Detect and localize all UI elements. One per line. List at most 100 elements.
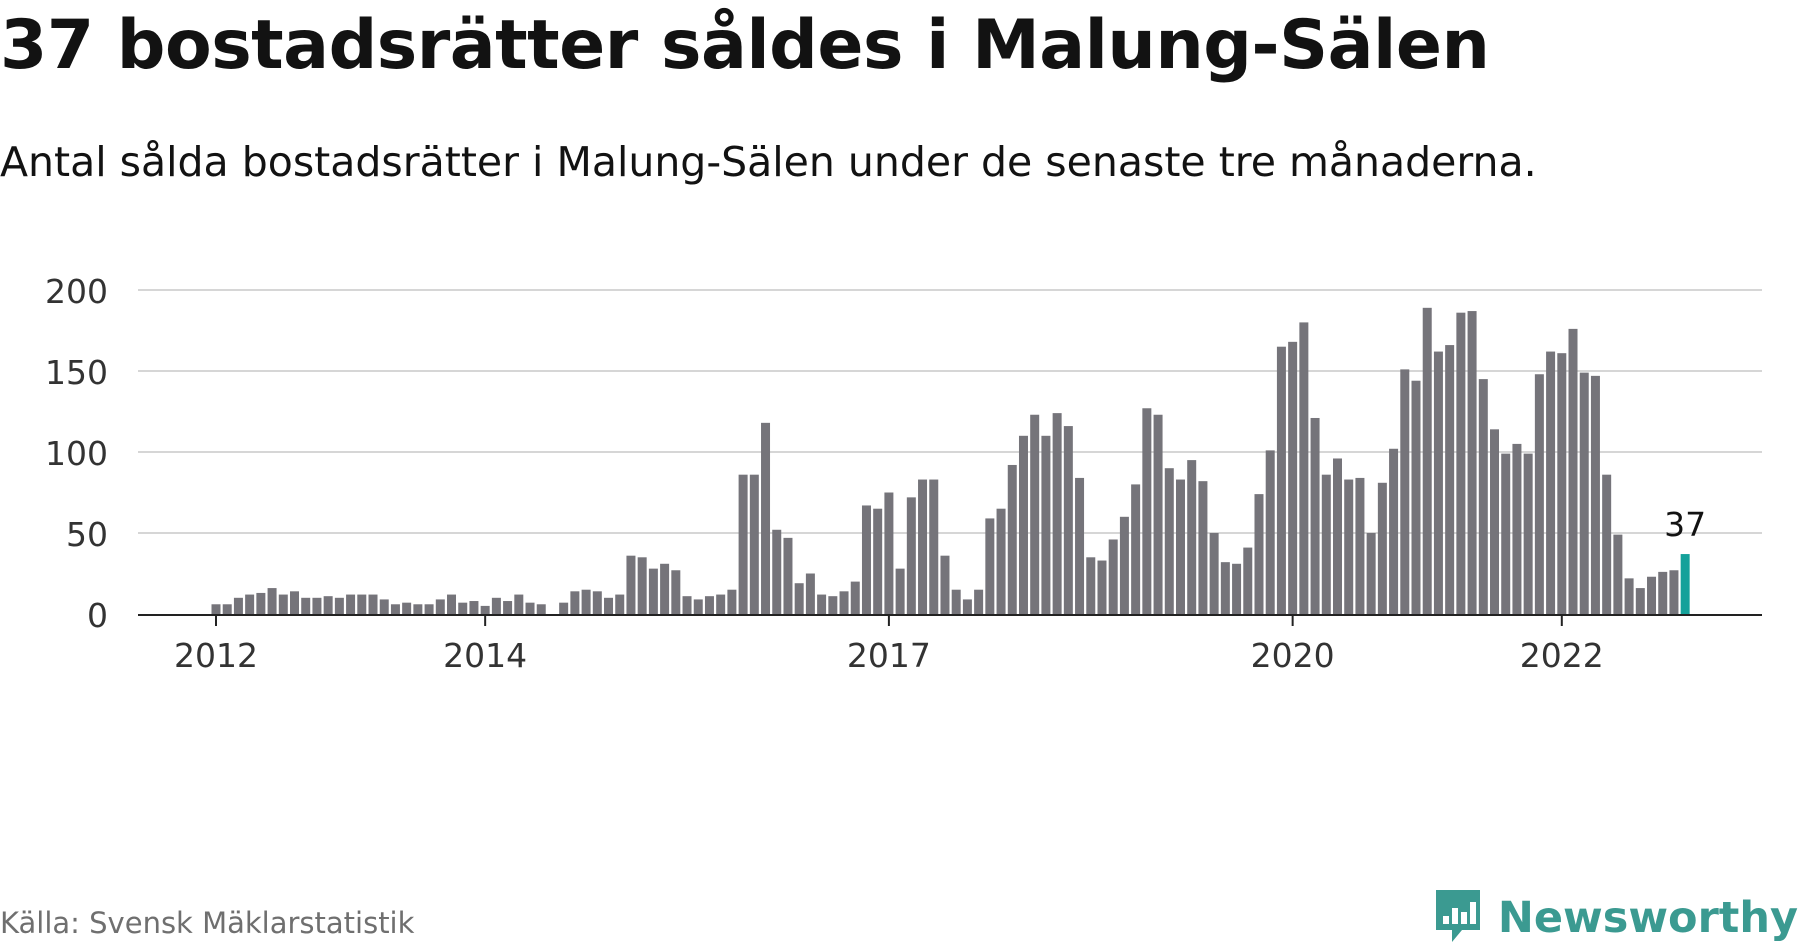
bar	[222, 604, 232, 614]
bar	[604, 597, 614, 614]
bar	[267, 588, 277, 614]
bar	[1523, 453, 1533, 614]
bar	[660, 563, 670, 614]
y-tick-label: 0	[87, 596, 108, 635]
bar	[447, 594, 457, 614]
bar	[402, 602, 412, 614]
bar	[1333, 458, 1342, 614]
bar	[906, 497, 916, 614]
bar	[491, 597, 501, 614]
bar	[1557, 353, 1567, 614]
bar	[312, 597, 322, 614]
bar	[738, 474, 748, 614]
bar	[1635, 588, 1645, 614]
bar	[850, 581, 860, 614]
bar	[211, 604, 221, 614]
bar	[368, 594, 378, 614]
bar	[480, 605, 490, 614]
bar	[435, 599, 445, 614]
brand-name: Newsworthy	[1497, 893, 1798, 943]
bar	[581, 589, 591, 614]
bar	[559, 602, 569, 614]
bar	[1243, 547, 1253, 614]
bar	[536, 604, 546, 614]
bar	[323, 596, 333, 614]
bar-chart: 0 50 100 150 200 2012 2014 2017 2020 2022 37	[45, 272, 1762, 675]
bar	[1164, 468, 1174, 614]
bar	[1198, 481, 1208, 614]
bar	[895, 568, 905, 614]
bar	[648, 568, 658, 614]
bar	[772, 529, 782, 614]
bar	[1344, 479, 1354, 614]
bar	[962, 599, 972, 614]
bar	[1590, 375, 1600, 614]
bar	[1131, 484, 1141, 614]
bar	[929, 479, 939, 614]
bar	[1501, 453, 1511, 614]
bar	[390, 604, 400, 614]
bar	[1108, 539, 1118, 614]
bar	[413, 604, 423, 614]
source-note: Källa: Svensk Mäklarstatistik	[0, 906, 415, 940]
bar	[1445, 345, 1455, 614]
bar	[1411, 380, 1421, 614]
bar	[1366, 533, 1376, 614]
bar	[1175, 479, 1185, 614]
bar	[1658, 571, 1668, 614]
bar	[1400, 369, 1410, 614]
bar	[817, 594, 827, 614]
chart-subtitle: Antal sålda bostadsrätter i Malung-Sälen…	[0, 138, 1537, 186]
bar	[1490, 429, 1500, 614]
bar-highlight	[1680, 554, 1690, 614]
bar	[458, 602, 468, 614]
bar	[828, 596, 838, 614]
y-tick-label: 50	[66, 515, 108, 554]
bar	[682, 596, 692, 614]
bar	[940, 555, 950, 614]
newsworthy-logo-icon	[1432, 886, 1484, 950]
bars	[211, 307, 1690, 614]
bar	[1433, 351, 1443, 614]
bar	[1209, 533, 1219, 614]
data-labels: 37	[1664, 505, 1706, 544]
bar	[1377, 482, 1387, 614]
bar	[693, 599, 703, 614]
bar	[256, 592, 266, 614]
bar	[1265, 450, 1275, 614]
bar	[1007, 464, 1017, 614]
bar	[1568, 328, 1578, 614]
bar	[233, 597, 243, 614]
bar	[761, 422, 771, 614]
bar	[1041, 435, 1051, 614]
bar	[884, 492, 894, 614]
bar	[1075, 477, 1085, 614]
bar	[592, 591, 602, 614]
bar	[1467, 311, 1477, 614]
y-tick-label: 100	[45, 434, 108, 473]
bar	[951, 589, 961, 614]
bar	[1153, 414, 1163, 614]
highlight-value-label: 37	[1664, 505, 1706, 544]
bar	[245, 594, 255, 614]
bar	[805, 573, 815, 614]
bar	[1624, 578, 1634, 614]
bar	[704, 596, 714, 614]
bar	[1288, 341, 1298, 614]
bar	[794, 583, 804, 614]
x-tick-label: 2022	[1520, 636, 1604, 675]
y-tick-label: 200	[45, 272, 108, 311]
bar	[1018, 435, 1028, 614]
bar	[783, 537, 793, 614]
bar	[1119, 516, 1129, 614]
chart-title: 37 bostadsrätter såldes i Malung-Sälen	[0, 6, 1490, 85]
y-tick-label: 150	[45, 353, 108, 392]
bar	[974, 589, 984, 614]
bar	[1254, 494, 1264, 614]
bar	[1220, 562, 1230, 614]
bar	[985, 518, 995, 614]
x-tick-label: 2014	[443, 636, 527, 675]
bar	[1276, 346, 1286, 614]
bar	[918, 479, 928, 614]
bar	[1512, 443, 1522, 614]
